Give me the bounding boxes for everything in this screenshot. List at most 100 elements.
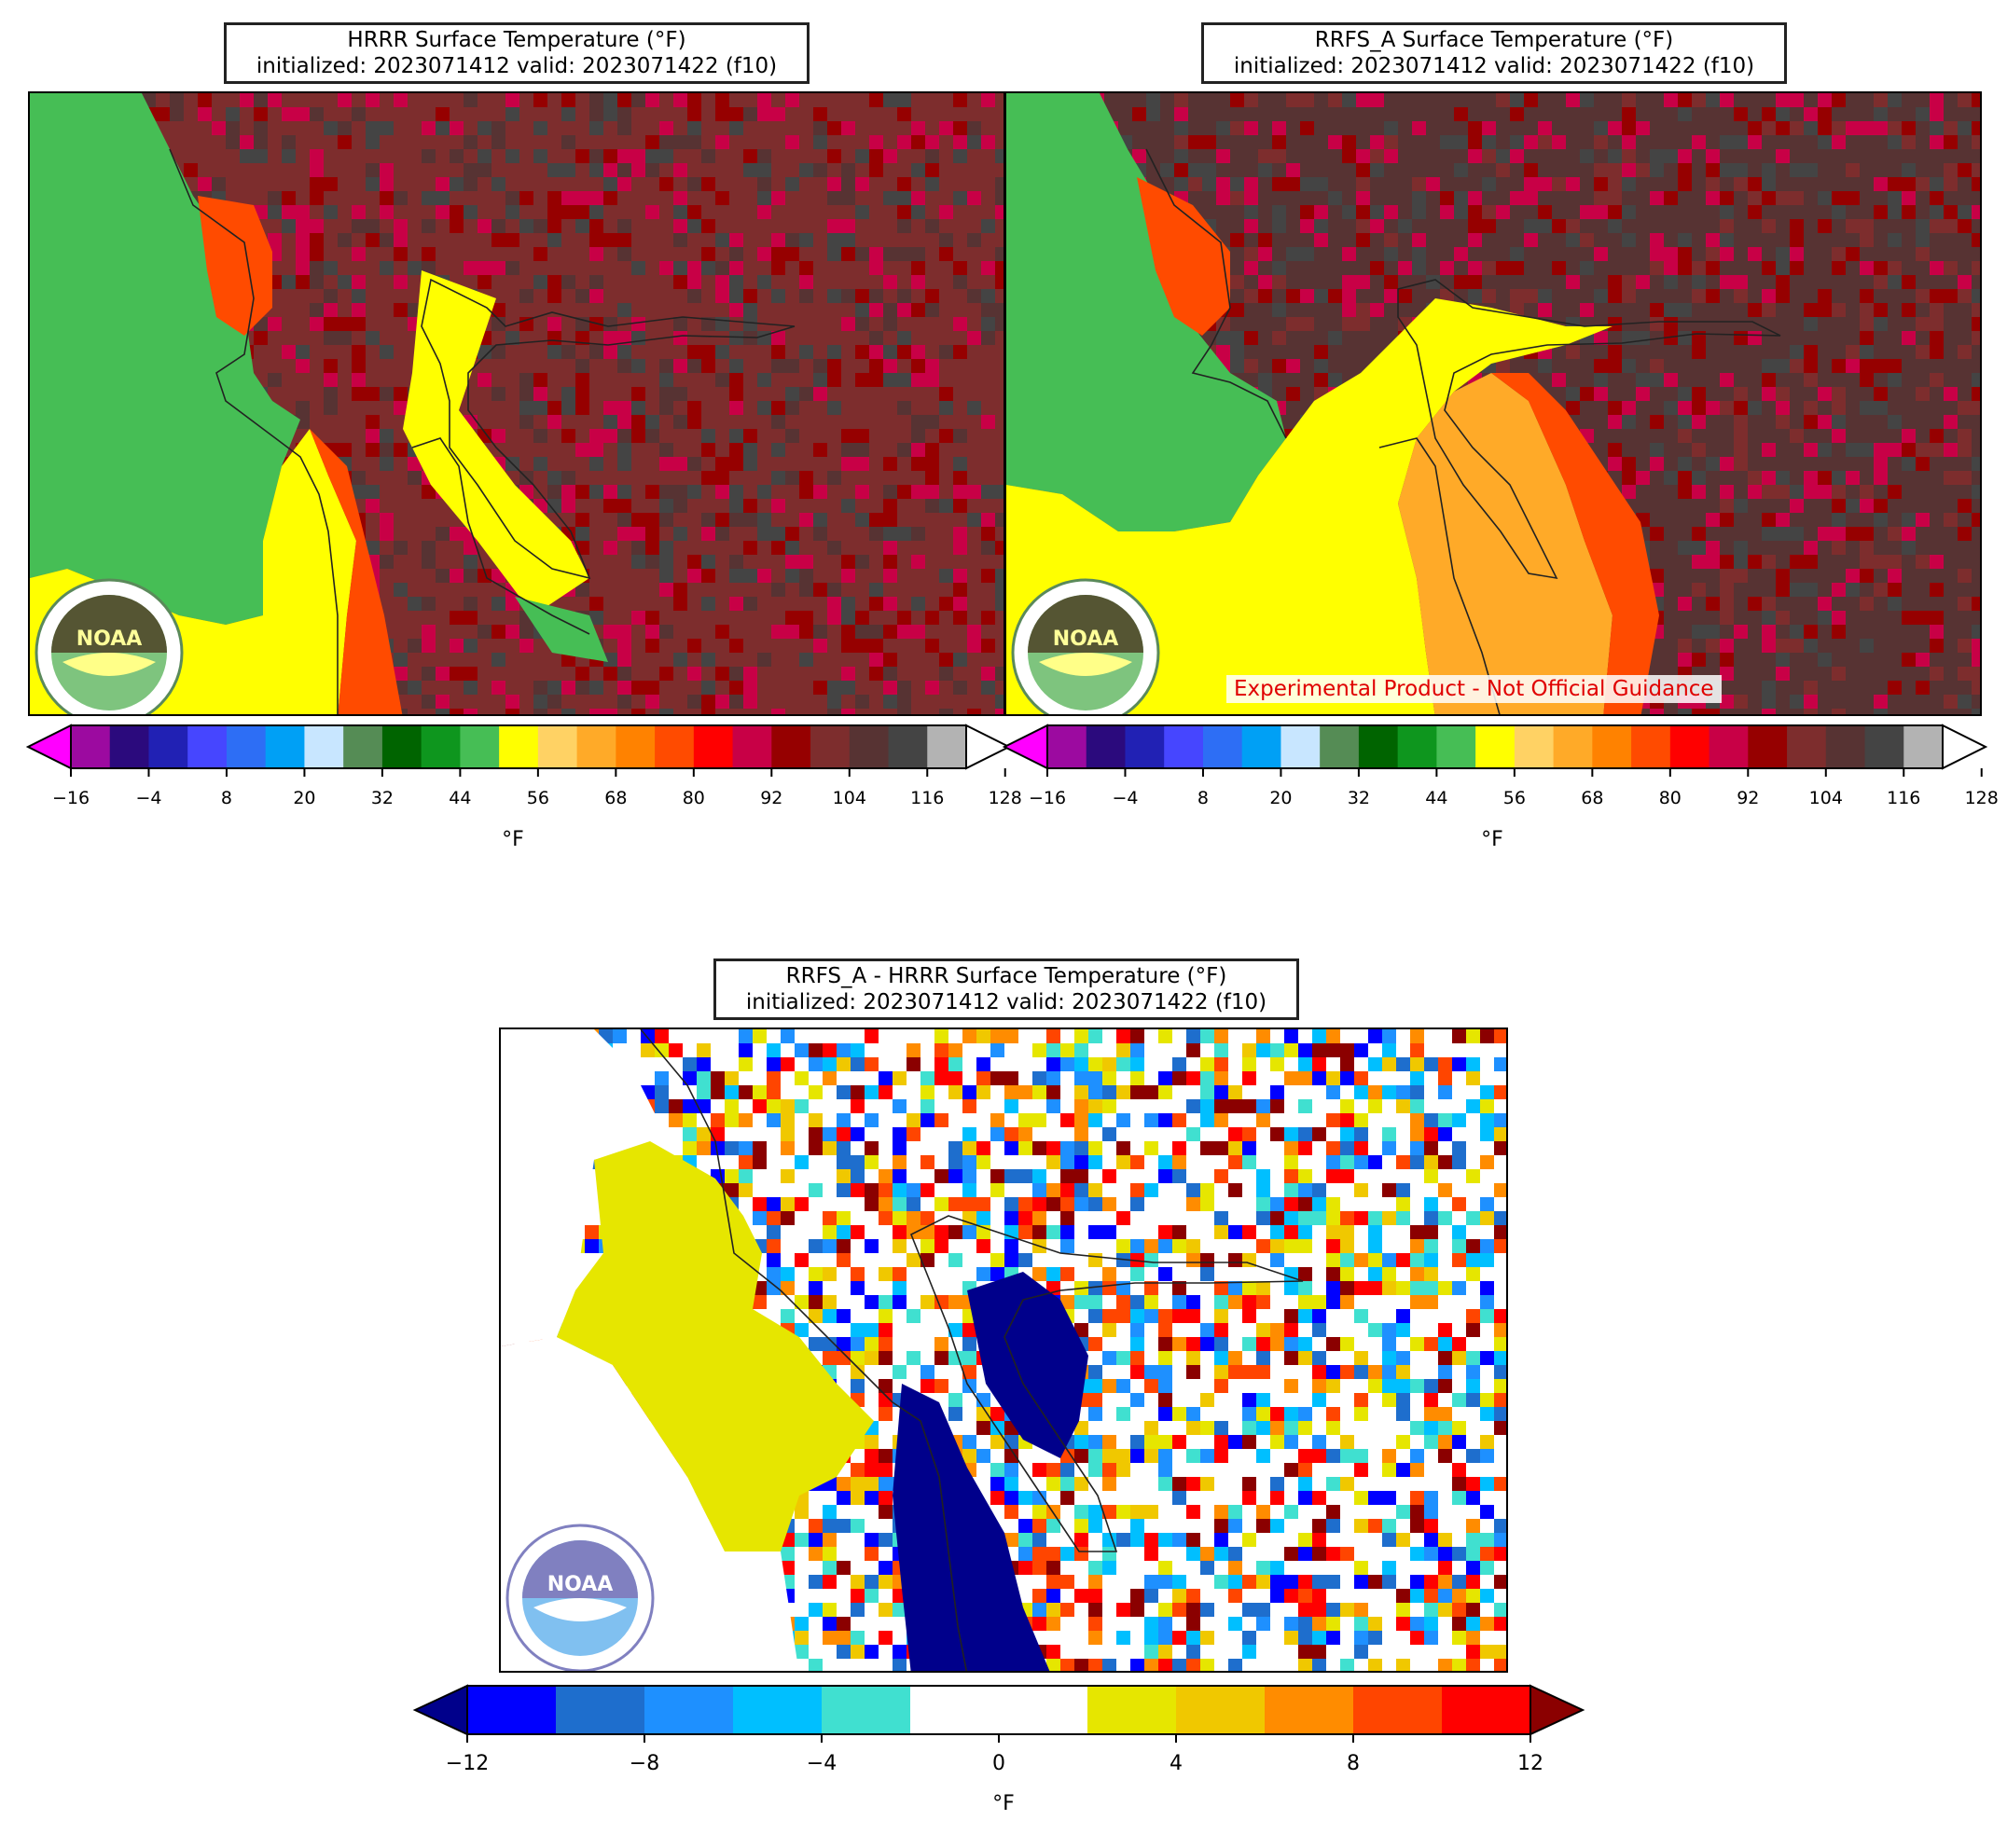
colorbar-segment bbox=[1903, 725, 1944, 768]
colorbar-segment bbox=[226, 725, 267, 768]
rrfs-colorbar-unit: °F bbox=[1481, 828, 1503, 851]
colorbar-segment bbox=[999, 1686, 1088, 1734]
noaa-logo: NOAA bbox=[35, 578, 184, 714]
colorbar-segment bbox=[187, 725, 228, 768]
hrrr-panel-title: HRRR Surface Temperature (°F) initialize… bbox=[224, 22, 810, 84]
colorbar-segment bbox=[810, 725, 851, 768]
colorbar-tick-label: 8 bbox=[1197, 788, 1209, 808]
rrfs-title-line2: initialized: 2023071412 valid: 202307142… bbox=[1233, 54, 1755, 78]
noaa-logo-text: NOAA bbox=[1053, 627, 1119, 651]
colorbar-outline bbox=[1046, 724, 1944, 769]
colorbar-tick-label: 68 bbox=[604, 788, 627, 808]
colorbar-segment bbox=[304, 725, 344, 768]
colorbar-segment bbox=[732, 725, 772, 768]
colorbar-segment bbox=[1087, 1686, 1177, 1734]
rrfs-temperature-colorbar: −16 −4 8 20 32 44 56 68 80 92 104 116 128 bbox=[1002, 724, 1999, 808]
colorbar-tick-label: 20 bbox=[1269, 788, 1292, 808]
colorbar-segment bbox=[109, 725, 149, 768]
noaa-logo-text: NOAA bbox=[76, 627, 143, 651]
colorbar-tick-label: 104 bbox=[833, 788, 866, 808]
colorbar-segment bbox=[1241, 725, 1281, 768]
colorbar-segment bbox=[576, 725, 616, 768]
noaa-logo: NOAA bbox=[505, 1524, 655, 1671]
hrrr-colorbar-unit: °F bbox=[502, 828, 524, 851]
colorbar-segment bbox=[1825, 725, 1866, 768]
colorbar-segment bbox=[381, 725, 422, 768]
colorbar-segment bbox=[71, 725, 111, 768]
diff-panel-title: RRFS_A - HRRR Surface Temperature (°F) i… bbox=[713, 958, 1299, 1020]
colorbar-segment bbox=[1320, 725, 1360, 768]
colorbar-tick-label: 80 bbox=[1659, 788, 1682, 808]
hrrr-title-line2: initialized: 2023071412 valid: 202307142… bbox=[256, 54, 778, 78]
experimental-watermark: Experimental Product - Not Official Guid… bbox=[1226, 675, 1722, 703]
colorbar-segment bbox=[343, 725, 383, 768]
colorbar-extend-low bbox=[412, 1684, 468, 1736]
colorbar-extend-low bbox=[25, 724, 72, 770]
colorbar-tick-label: −12 bbox=[446, 1752, 489, 1775]
colorbar-tick-label: 12 bbox=[1517, 1752, 1543, 1775]
colorbar-tick-label: −16 bbox=[52, 788, 90, 808]
colorbar-segment bbox=[421, 725, 461, 768]
colorbar-tick-label: 32 bbox=[1348, 788, 1370, 808]
colorbar-segment bbox=[1864, 725, 1904, 768]
colorbar-segment bbox=[822, 1686, 911, 1734]
rrfs-temperature-map: NOAA Experimental Product - Not Official… bbox=[1004, 91, 1982, 716]
colorbar-segment bbox=[849, 725, 890, 768]
colorbar-tick-label: 0 bbox=[992, 1752, 1005, 1775]
colorbar-segment bbox=[1631, 725, 1671, 768]
colorbar-segment bbox=[1709, 725, 1749, 768]
colorbar-tick-label: 44 bbox=[1425, 788, 1447, 808]
colorbar-tick-label: 8 bbox=[221, 788, 232, 808]
colorbar-segment bbox=[1086, 725, 1126, 768]
colorbar-extend-high bbox=[1529, 1684, 1585, 1736]
diff-title-line2: initialized: 2023071412 valid: 202307142… bbox=[745, 990, 1267, 1014]
colorbar-tick-label: 44 bbox=[449, 788, 471, 808]
difference-colorbar: −12 −8 −4 0 4 8 12 bbox=[412, 1684, 1585, 1775]
colorbar-tick-label: 20 bbox=[293, 788, 315, 808]
colorbar-extend-high bbox=[1942, 724, 1988, 770]
colorbar-segment bbox=[771, 725, 811, 768]
rrfs-panel-title: RRFS_A Surface Temperature (°F) initiali… bbox=[1201, 22, 1787, 84]
colorbar-outline bbox=[70, 724, 967, 769]
colorbar-tick-label: 128 bbox=[989, 788, 1022, 808]
colorbar-tick-label: 56 bbox=[527, 788, 549, 808]
colorbar-tick-label: 92 bbox=[1737, 788, 1759, 808]
colorbar-tick-label: 56 bbox=[1503, 788, 1526, 808]
difference-map: NOAA bbox=[499, 1027, 1508, 1673]
rrfs-title-line1: RRFS_A Surface Temperature (°F) bbox=[1314, 28, 1674, 52]
hrrr-title-line1: HRRR Surface Temperature (°F) bbox=[347, 28, 686, 52]
colorbar-segment bbox=[467, 1686, 557, 1734]
colorbar-segment bbox=[1787, 725, 1827, 768]
colorbar-segment bbox=[1669, 725, 1710, 768]
hrrr-temperature-colorbar: −16 −4 8 20 32 44 56 68 80 92 104 116 128 bbox=[25, 724, 1022, 808]
colorbar-tick-label: 92 bbox=[760, 788, 782, 808]
colorbar-segment bbox=[1748, 725, 1788, 768]
colorbar-segment bbox=[1358, 725, 1399, 768]
colorbar-tick-label: 68 bbox=[1581, 788, 1603, 808]
colorbar-tick-label: 8 bbox=[1347, 1752, 1360, 1775]
colorbar-segment bbox=[537, 725, 578, 768]
colorbar-tick-label: 128 bbox=[1965, 788, 1999, 808]
colorbar-tick-label: −16 bbox=[1029, 788, 1066, 808]
colorbar-segment bbox=[499, 725, 539, 768]
colorbar-segment bbox=[1514, 725, 1555, 768]
colorbar-segment bbox=[1047, 725, 1087, 768]
colorbar-segment bbox=[927, 725, 967, 768]
colorbar-segment bbox=[644, 1686, 734, 1734]
colorbar-segment bbox=[616, 725, 656, 768]
colorbar-segment bbox=[148, 725, 188, 768]
colorbar-tick-label: 116 bbox=[910, 788, 944, 808]
colorbar-tick-label: 32 bbox=[371, 788, 394, 808]
diff-title-line1: RRFS_A - HRRR Surface Temperature (°F) bbox=[785, 964, 1227, 988]
colorbar-segment bbox=[1125, 725, 1165, 768]
colorbar-tick-label: 80 bbox=[683, 788, 705, 808]
noaa-logo-text: NOAA bbox=[547, 1573, 614, 1596]
colorbar-segment bbox=[1265, 1686, 1354, 1734]
colorbar-segment bbox=[1475, 725, 1516, 768]
colorbar-segment bbox=[1397, 725, 1437, 768]
colorbar-segment bbox=[265, 725, 305, 768]
colorbar-segment bbox=[1592, 725, 1632, 768]
colorbar-segment bbox=[1164, 725, 1204, 768]
colorbar-tick-label: −4 bbox=[135, 788, 161, 808]
colorbar-tick-label: 116 bbox=[1887, 788, 1920, 808]
